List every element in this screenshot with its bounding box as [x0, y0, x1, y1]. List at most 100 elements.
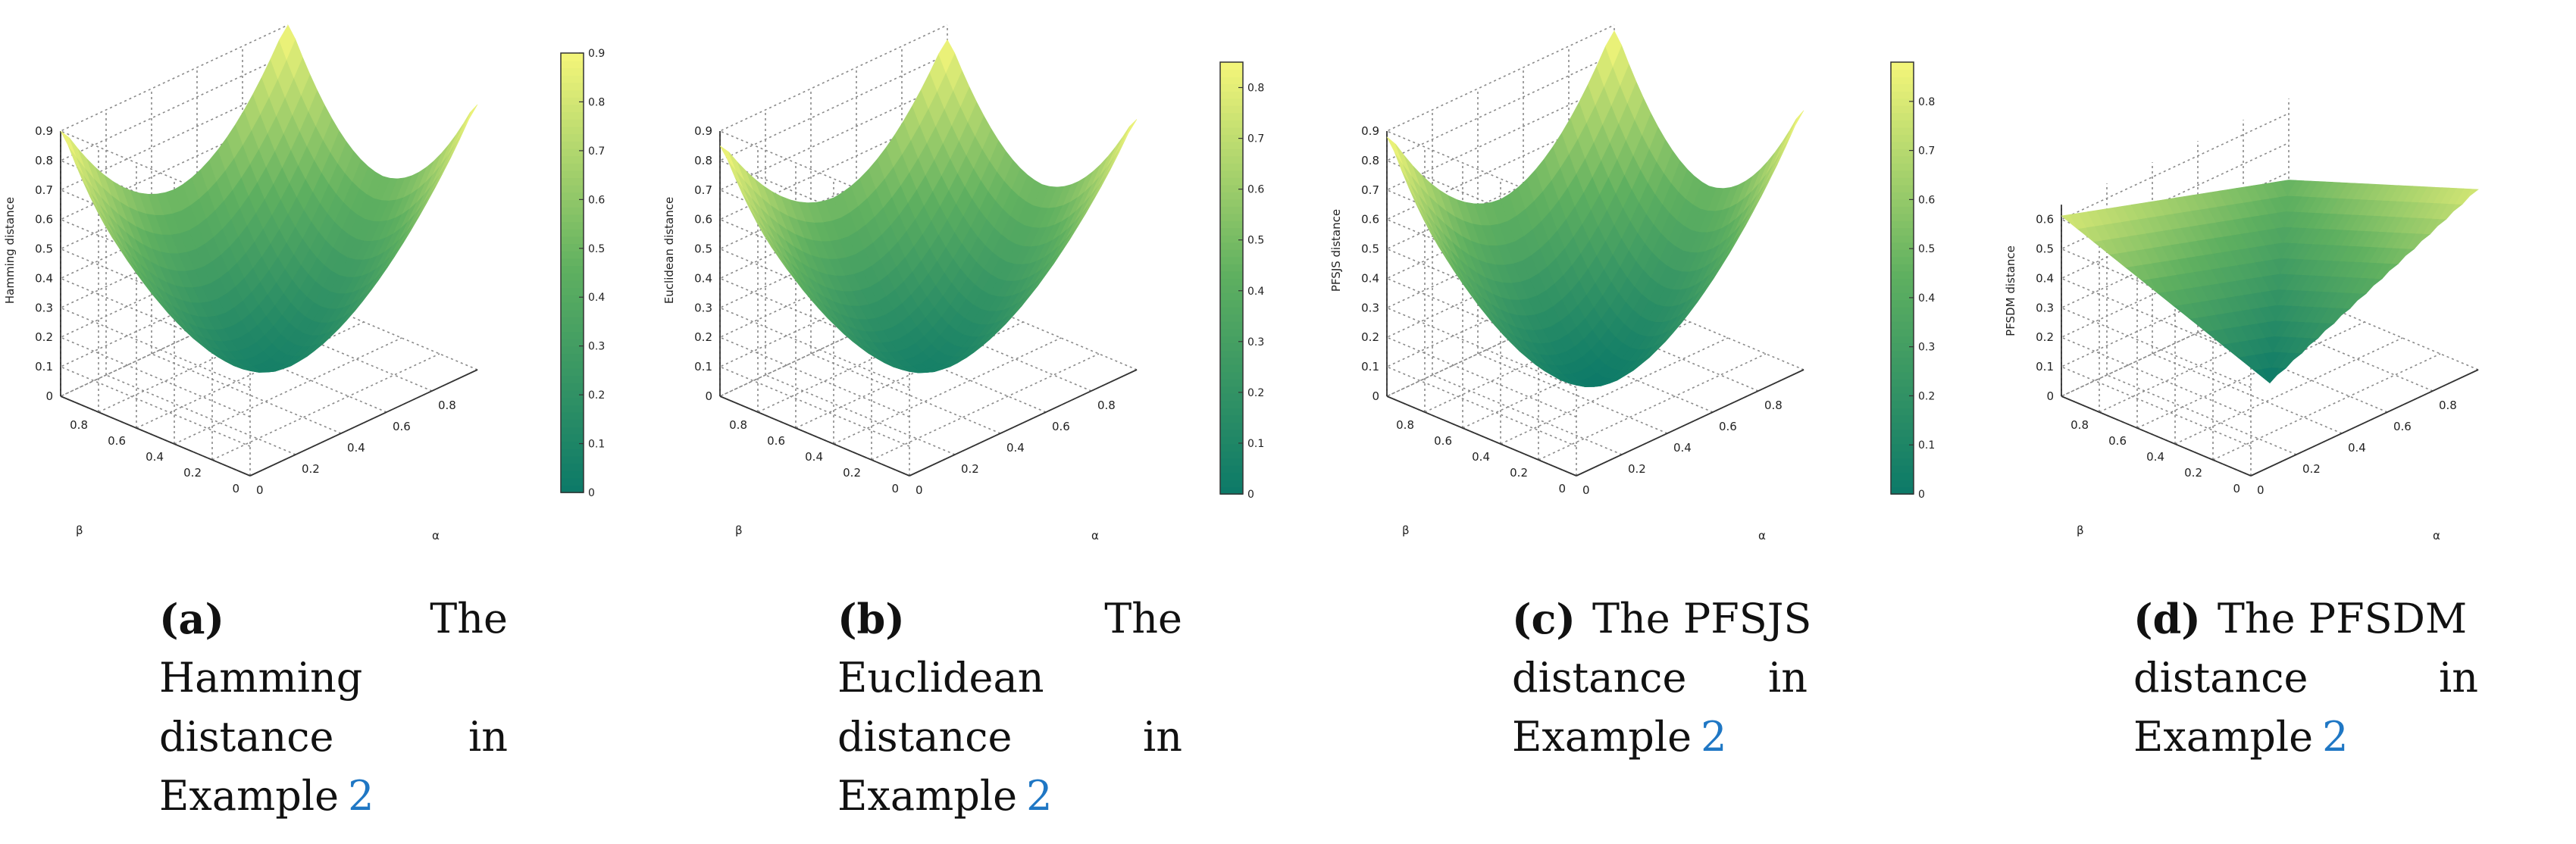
z-axis-label: Hamming distance: [3, 197, 17, 304]
colorbar: 0 0.1 0.2 0.3 0.4 0.5 0.6 0.7 0.8: [1219, 61, 1264, 501]
example-reference-link[interactable]: 2: [348, 772, 374, 820]
z-tick-label: 0.4: [1361, 271, 1379, 285]
z-axis-label: PFSDM distance: [2004, 245, 2017, 336]
x-tick-label: 0.4: [2348, 441, 2366, 455]
caption: (a) The Hamming distance in Example 2: [159, 589, 508, 826]
caption-text: distance: [2133, 654, 2308, 702]
x-tick-label: 0.6: [393, 420, 411, 433]
colorbar-tick-label: 0.4: [588, 292, 605, 304]
z-tick-labels: 0 0.1 0.2 0.3 0.4 0.5 0.6 0.7 0.8 0.9 0 0.2 0.4 0.6 0.…: [694, 124, 1116, 497]
z-tick-labels: 0 0.1 0.2 0.3 0.4 0.5 0.6 0.7 0.8 0.9 0 0.2 0.4 0.6 0.…: [1361, 124, 1783, 497]
colorbar-tick-label: 0.1: [1247, 438, 1264, 450]
z-tick-label: 0.6: [2036, 213, 2054, 227]
surface-patch: [453, 112, 471, 145]
y-tick-label: 0: [232, 482, 239, 495]
x-tick-label: 0.2: [961, 462, 979, 476]
z-tick-label: 0.2: [35, 330, 53, 344]
surface-patch: [1106, 137, 1123, 168]
z-tick-label: 0: [705, 389, 712, 403]
caption-text: Example: [837, 772, 1018, 820]
caption-line: Example 2: [159, 767, 508, 826]
example-reference-link[interactable]: 2: [1026, 772, 1053, 820]
colorbar-tick-label: 0.8: [1247, 83, 1264, 95]
z-tick-label: 0.3: [35, 301, 53, 314]
caption: (d) The PFSDM distance in Example 2: [2133, 589, 2478, 767]
example-reference-link[interactable]: 2: [2322, 713, 2349, 761]
y-axis-label: β: [76, 524, 83, 537]
caption-label: (d): [2133, 595, 2201, 643]
y-tick-label: 0.2: [843, 466, 861, 480]
x-tick-label: 0.2: [2302, 462, 2321, 476]
y-tick-label: 0.8: [70, 418, 88, 432]
surface-plot: 0 0.1 0.2 0.3 0.4 0.5 0.6 0.7 0.8 0.9 0 0.2 0.4 0.6 0.…: [3, 24, 605, 542]
z-tick-labels: 0 0.1 0.2 0.3 0.4 0.5 0.6 0.7 0.8 0.9 0 0.2 0.4 0.6 0.…: [35, 124, 456, 497]
colorbar-tick-label: 0.9: [588, 48, 605, 60]
y-tick-label: 0.4: [146, 450, 164, 464]
y-tick-label: 0.2: [2184, 466, 2202, 480]
z-tick-label: 0.1: [694, 360, 712, 374]
z-tick-label: 0.4: [2036, 271, 2054, 285]
z-tick-label: 0.4: [35, 271, 53, 285]
colorbar-tick-label: 0.2: [1247, 387, 1264, 399]
z-tick-label: 0: [2046, 389, 2054, 403]
z-tick-label: 0.8: [35, 154, 53, 167]
example-reference-link[interactable]: 2: [1701, 713, 1727, 761]
z-tick-label: 0.8: [694, 154, 712, 167]
y-tick-label: 0.6: [2108, 434, 2127, 448]
z-tick-label: 0.4: [694, 271, 712, 285]
z-tick-label: 0.7: [35, 183, 53, 197]
surface-plot: 0 0.1 0.2 0.3 0.4 0.5 0.6 0.7 0.8 0.9 0 0.2 0.4 0.6 0.…: [662, 24, 1264, 542]
chart-panel-3: 0 0.1 0.2 0.3 0.4 0.5 0.6 0.7 0.8 0.9 0 0.2 0.4 0.6 0.…: [1326, 0, 1948, 844]
surface-patch: [938, 39, 955, 73]
z-axis-label: PFSJS distance: [1329, 209, 1343, 292]
y-tick-label: 0.8: [729, 418, 747, 432]
z-tick-label: 0.9: [1361, 124, 1379, 138]
y-axis-label: β: [2077, 524, 2084, 537]
x-tick-label: 0.4: [1006, 441, 1025, 455]
surface-patch: [2280, 180, 2297, 196]
caption-line: Example 2: [837, 767, 1182, 826]
caption-line: (c) The PFSJS: [1512, 589, 1811, 649]
colorbar-tick-label: 0.3: [588, 341, 605, 353]
y-tick-label: 0.6: [108, 434, 126, 448]
caption-text: Hamming: [159, 654, 363, 702]
x-tick-label: 0.2: [302, 462, 320, 476]
z-tick-label: 0.6: [35, 213, 53, 227]
x-axis-label: α: [432, 529, 440, 542]
colorbar-tick-label: 0.1: [1918, 439, 1935, 452]
y-tick-label: 0.6: [767, 434, 785, 448]
y-axis-label: β: [1402, 524, 1410, 537]
z-tick-label: 0.7: [1361, 183, 1379, 197]
surface: [719, 39, 1138, 374]
x-tick-label: 0: [256, 483, 264, 497]
y-tick-label: 0: [891, 482, 899, 495]
colorbar-tick-label: 0.2: [1918, 390, 1935, 402]
chart-panel-4: 0 0.1 0.2 0.3 0.4 0.5 0.6 0 0.2 0.4 0.6 0.8 0 0.2 0.4 0…: [2001, 0, 2576, 844]
caption-line: Euclidean: [837, 649, 1182, 708]
x-tick-label: 0: [2257, 483, 2265, 497]
z-tick-label: 0.2: [1361, 330, 1379, 344]
x-tick-label: 0.6: [2393, 420, 2412, 433]
caption-text: distance: [837, 713, 1013, 761]
y-tick-label: 0: [2233, 482, 2240, 495]
caption-line: (d) The PFSDM: [2133, 589, 2478, 649]
colorbar-tick-label: 0.6: [1247, 184, 1264, 196]
surface-plot: 0 0.1 0.2 0.3 0.4 0.5 0.6 0.7 0.8 0.9 0 0.2 0.4 0.6 0.…: [1329, 24, 1935, 542]
caption-label: (b): [837, 595, 905, 643]
x-tick-label: 0.6: [1052, 420, 1070, 433]
colorbar-tick-label: 0: [588, 487, 595, 499]
y-tick-label: 0.4: [1472, 450, 1490, 464]
caption-line: Hamming: [159, 649, 508, 708]
caption-text: distance: [1512, 654, 1687, 702]
colorbar-tick-label: 0.1: [588, 439, 605, 451]
colorbar-tick-label: 0.6: [1918, 194, 1935, 206]
caption-text: The: [430, 595, 508, 642]
caption-line: (b) The: [837, 589, 1182, 649]
x-axis-label: α: [1758, 529, 1766, 542]
caption-text: The: [1104, 595, 1182, 642]
z-axis-label: Euclidean distance: [662, 197, 676, 304]
surface-patch: [279, 24, 296, 61]
z-tick-label: 0.3: [694, 301, 712, 314]
z-tick-label: 0.5: [694, 242, 712, 256]
y-tick-label: 0.6: [1434, 434, 1452, 448]
